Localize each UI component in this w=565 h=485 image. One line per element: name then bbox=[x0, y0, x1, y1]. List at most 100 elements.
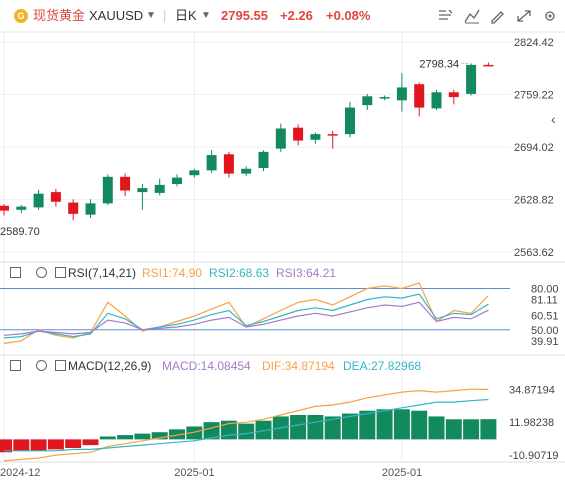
macd-histogram-bar bbox=[134, 433, 151, 440]
macd-histogram-bar bbox=[169, 429, 185, 440]
candle-body bbox=[362, 96, 373, 106]
macd-axis-label: 11.98238 bbox=[509, 417, 554, 429]
price-axis-label: 2824.42 bbox=[514, 37, 554, 49]
period-dropdown-icon[interactable]: ▼ bbox=[201, 10, 211, 21]
x-axis-label: 2024-12 bbox=[0, 467, 40, 479]
macd-histogram-bar bbox=[359, 410, 376, 440]
macd-histogram-bar bbox=[30, 439, 47, 451]
macd-histogram-bar bbox=[47, 439, 64, 450]
candlestick bbox=[102, 174, 113, 205]
x-axis-label: 2025-01 bbox=[382, 467, 422, 479]
candle-body bbox=[293, 127, 304, 141]
macd-axis-label: -10.90719 bbox=[509, 450, 559, 462]
macd-value: MACD:14.08454 bbox=[162, 359, 251, 373]
candlestick bbox=[50, 188, 61, 207]
settings-macd-icon[interactable] bbox=[55, 360, 66, 371]
macd-histogram-bar bbox=[0, 439, 12, 453]
candlestick bbox=[206, 150, 217, 173]
candle-body bbox=[172, 177, 182, 185]
candlestick bbox=[154, 178, 165, 196]
candlestick bbox=[68, 199, 79, 221]
x-axis-label: 2025-01 bbox=[174, 467, 214, 479]
low-price-annotation: 2589.70 bbox=[0, 226, 40, 238]
candlestick bbox=[293, 124, 304, 146]
macd-histogram-bar bbox=[480, 419, 497, 440]
macd-axis-label: 34.87194 bbox=[509, 384, 555, 396]
candle-body bbox=[206, 155, 217, 171]
candle-body bbox=[33, 193, 44, 208]
visibility-macd-icon[interactable] bbox=[36, 360, 47, 371]
high-price-annotation: 2798.34 bbox=[419, 58, 459, 70]
candle-body bbox=[120, 176, 131, 191]
macd-histogram-bar bbox=[428, 416, 445, 440]
gold-coin-icon: G bbox=[14, 9, 28, 23]
candle-body bbox=[85, 203, 96, 215]
last-price: 2795.55 bbox=[221, 8, 268, 23]
candle-body bbox=[275, 128, 286, 149]
macd-histogram-bar bbox=[376, 409, 393, 440]
visibility-rsi-icon[interactable] bbox=[36, 267, 47, 278]
expand-icon[interactable] bbox=[515, 8, 533, 24]
rsi1-value: RSI1:74.90 bbox=[142, 266, 203, 280]
candlestick bbox=[483, 62, 494, 67]
macd-histogram-bar bbox=[82, 439, 99, 446]
candlestick bbox=[379, 95, 390, 101]
candle-body bbox=[241, 168, 252, 174]
macd-histogram-bar bbox=[290, 415, 307, 440]
price-axis-label: 2759.22 bbox=[514, 90, 554, 102]
candle-body bbox=[102, 176, 113, 204]
candle-body bbox=[431, 92, 442, 109]
candle-body bbox=[189, 170, 200, 176]
macd-histogram-bar bbox=[324, 416, 341, 440]
candlestick bbox=[137, 184, 148, 210]
macd-histogram-bar bbox=[117, 435, 134, 440]
candlestick bbox=[85, 199, 96, 218]
candlestick bbox=[16, 204, 27, 214]
indicator-icon[interactable] bbox=[463, 8, 481, 24]
price-axis-label: 2563.62 bbox=[514, 247, 554, 259]
candle-body bbox=[68, 202, 79, 214]
rsi-axis-label: 60.51 bbox=[531, 310, 559, 322]
candle-body bbox=[396, 87, 407, 101]
alert-icon[interactable] bbox=[436, 8, 454, 24]
chevron-left-icon[interactable]: ‹ bbox=[551, 111, 556, 127]
collapse-macd-icon[interactable] bbox=[10, 360, 21, 371]
settings-rsi-icon[interactable] bbox=[55, 267, 66, 278]
candle-body bbox=[414, 84, 425, 108]
rsi-axis-label: 80.00 bbox=[531, 284, 559, 296]
collapse-rsi-icon[interactable] bbox=[10, 267, 21, 278]
settings-icon[interactable] bbox=[541, 8, 559, 24]
candlestick bbox=[120, 173, 131, 197]
candlestick bbox=[258, 150, 269, 172]
macd-histogram-bar bbox=[411, 410, 428, 440]
macd-histogram-bar bbox=[342, 413, 358, 440]
rsi-title[interactable]: RSI(7,14,21) bbox=[68, 266, 137, 280]
symbol-code[interactable]: XAUUSD bbox=[89, 8, 144, 23]
candle-body bbox=[154, 184, 165, 193]
period-selector[interactable]: 日K bbox=[175, 8, 197, 23]
candle-body bbox=[16, 206, 27, 210]
rsi2-value: RSI2:68.63 bbox=[209, 266, 270, 280]
header-divider: | bbox=[163, 8, 167, 23]
header-bar: G 现货黄金 XAUUSD ▼ | 日K ▼ 2795.55 +2.26 +0.… bbox=[0, 0, 565, 32]
candle-body bbox=[0, 205, 9, 211]
macd-histogram-bar bbox=[307, 415, 324, 440]
candlestick bbox=[223, 151, 234, 178]
candle-body bbox=[310, 134, 321, 140]
candlestick bbox=[189, 168, 200, 178]
macd-histogram-bar bbox=[463, 419, 480, 440]
rsi-axis-label: 50.00 bbox=[531, 325, 559, 337]
macd-title[interactable]: MACD(12,26,9) bbox=[68, 359, 152, 373]
symbol-name[interactable]: 现货黄金 bbox=[33, 8, 86, 23]
price-axis-label: 2628.82 bbox=[514, 195, 554, 207]
symbol-dropdown-icon[interactable]: ▼ bbox=[146, 10, 156, 21]
candlestick bbox=[172, 174, 182, 187]
macd-histogram-bar bbox=[13, 439, 30, 451]
dif-value: DIF:34.87194 bbox=[262, 359, 335, 373]
candlestick bbox=[241, 166, 252, 177]
rsi-line-rsi1 bbox=[3, 282, 489, 345]
candlestick bbox=[310, 132, 321, 144]
draw-icon[interactable] bbox=[489, 8, 507, 24]
candlestick bbox=[466, 63, 477, 96]
candle-body bbox=[345, 107, 355, 135]
